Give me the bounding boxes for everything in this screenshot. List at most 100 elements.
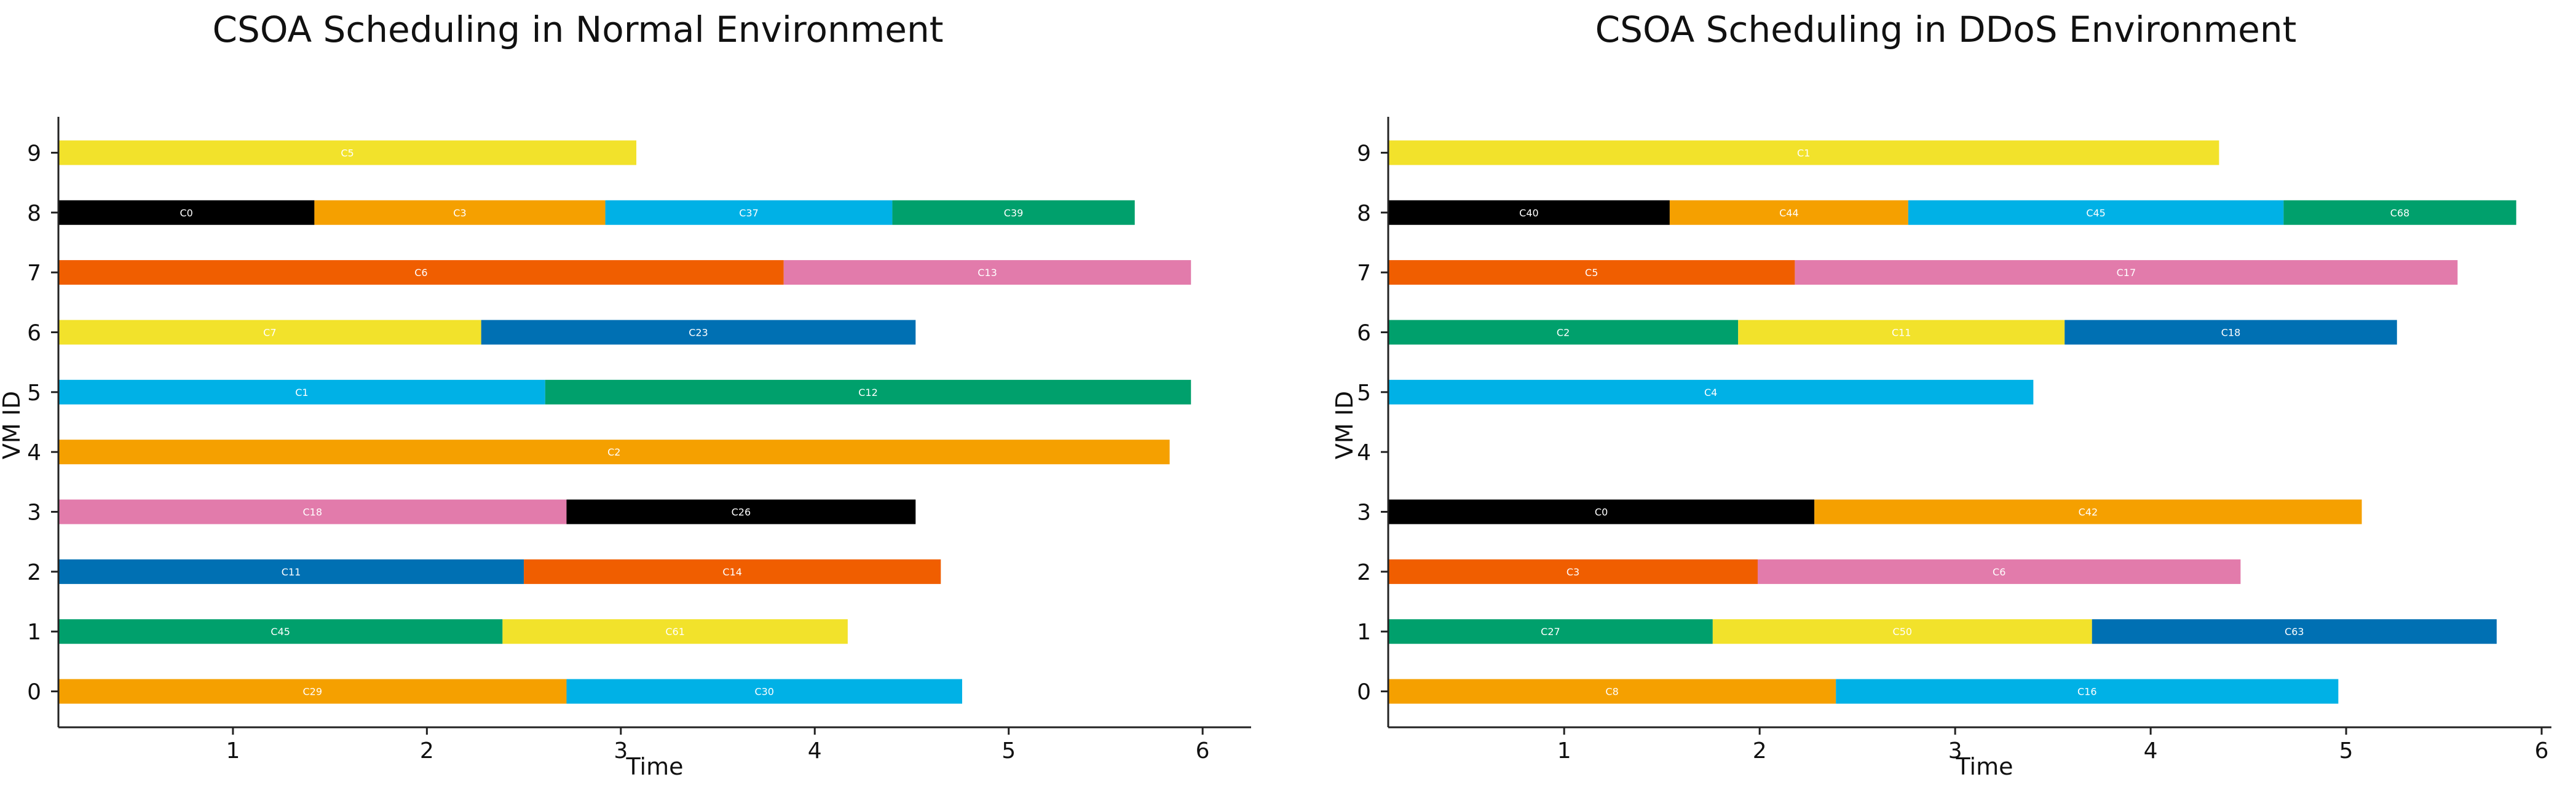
y-tick-label: 1 <box>1357 620 1371 645</box>
task-label-c61: C61 <box>665 626 685 638</box>
x-tick-label: 1 <box>226 738 240 764</box>
task-bar-c18 <box>58 499 567 524</box>
task-bar-c5 <box>58 140 637 165</box>
x-tick-label: 5 <box>2339 738 2353 764</box>
y-axis-label: VM ID <box>1331 391 1358 459</box>
task-label-c30: C30 <box>754 686 774 698</box>
x-tick-label: 6 <box>1196 738 1210 764</box>
x-axis-label: Time <box>626 753 684 780</box>
y-tick-label: 4 <box>27 440 41 465</box>
y-tick-label: 2 <box>27 560 41 585</box>
y-tick-label: 8 <box>1357 201 1371 226</box>
task-bar-c8 <box>1388 679 1836 704</box>
task-bar-c3 <box>314 200 606 225</box>
task-label-c14: C14 <box>722 566 742 578</box>
task-bar-c45 <box>58 619 503 644</box>
chart-title: CSOA Scheduling in DDoS Environment <box>1595 9 2297 50</box>
task-bar-c68 <box>2283 200 2516 225</box>
task-bar-c26 <box>566 499 916 524</box>
task-label-c50: C50 <box>1893 626 1913 638</box>
task-bar-c0 <box>58 200 315 225</box>
task-bar-c1 <box>58 379 545 405</box>
task-label-c2: C2 <box>607 446 620 458</box>
task-label-c17: C17 <box>2117 267 2136 278</box>
task-bar-c11 <box>58 559 524 584</box>
y-tick-label: 8 <box>27 201 41 226</box>
task-label-c45: C45 <box>271 626 290 638</box>
task-bar-c29 <box>58 679 567 704</box>
y-tick-label: 0 <box>1357 680 1371 705</box>
x-tick-label: 4 <box>2144 738 2158 764</box>
y-tick-label: 0 <box>27 680 41 705</box>
task-label-c63: C63 <box>2285 626 2304 638</box>
task-label-c18: C18 <box>2221 326 2241 338</box>
task-label-c11: C11 <box>282 566 301 578</box>
task-bar-c6 <box>1757 559 2241 584</box>
task-label-c3: C3 <box>1567 566 1579 578</box>
x-tick-label: 3 <box>1948 738 1962 764</box>
task-label-c2: C2 <box>1557 326 1570 338</box>
task-bar-c27 <box>1388 619 1713 644</box>
task-bar-c2 <box>1388 320 1739 345</box>
task-label-c40: C40 <box>1519 207 1539 219</box>
y-tick-label: 5 <box>1357 381 1371 406</box>
chart-panel-normal: CSOA Scheduling in Normal Environment C5 C… <box>0 9 1251 780</box>
task-label-c1: C1 <box>1797 147 1810 159</box>
task-label-c7: C7 <box>263 326 276 338</box>
task-bar-c16 <box>1836 679 2339 704</box>
task-bar-c7 <box>58 320 481 345</box>
task-label-c6: C6 <box>414 267 427 278</box>
chart-title: CSOA Scheduling in Normal Environment <box>213 9 944 50</box>
task-bar-c23 <box>481 320 916 345</box>
task-bar-c30 <box>566 679 962 704</box>
task-label-c0: C0 <box>1595 507 1608 518</box>
y-tick-label: 1 <box>27 620 41 645</box>
x-tick-label: 4 <box>808 738 822 764</box>
task-bar-c14 <box>524 559 941 584</box>
y-tick-label: 7 <box>1357 261 1371 286</box>
x-tick-label: 3 <box>614 738 628 764</box>
task-bar-c0 <box>1388 499 1815 524</box>
task-label-c1: C1 <box>295 387 308 398</box>
task-bar-c4 <box>1388 379 2034 405</box>
y-tick-label: 3 <box>27 500 41 526</box>
task-label-c16: C16 <box>2077 686 2097 698</box>
task-bar-c6 <box>58 260 784 285</box>
task-label-c27: C27 <box>1541 626 1560 638</box>
task-label-c37: C37 <box>739 207 759 219</box>
task-label-c45: C45 <box>2086 207 2106 219</box>
x-tick-label: 2 <box>420 738 434 764</box>
x-axis-label: Time <box>1956 753 2013 780</box>
task-label-c68: C68 <box>2390 207 2410 219</box>
task-label-c5: C5 <box>1585 267 1598 278</box>
task-bar-c42 <box>1814 499 2362 524</box>
y-tick-label: 9 <box>1357 141 1371 166</box>
task-label-c4: C4 <box>1704 387 1717 398</box>
task-label-c39: C39 <box>1004 207 1024 219</box>
task-label-c44: C44 <box>1779 207 1799 219</box>
task-bar-c3 <box>1388 559 1758 584</box>
y-tick-label: 4 <box>1357 440 1371 465</box>
task-bar-c2 <box>58 440 1170 465</box>
x-tick-label: 5 <box>1002 738 1016 764</box>
y-tick-label: 3 <box>1357 500 1371 526</box>
task-label-c29: C29 <box>302 686 322 698</box>
task-bar-c13 <box>783 260 1191 285</box>
task-label-c42: C42 <box>2079 507 2098 518</box>
task-bar-c12 <box>545 379 1191 405</box>
task-bar-c61 <box>502 619 848 644</box>
task-label-c23: C23 <box>689 326 708 338</box>
task-bar-c40 <box>1388 200 1670 225</box>
y-tick-label: 6 <box>1357 320 1371 346</box>
task-bar-c5 <box>1388 260 1795 285</box>
y-tick-label: 6 <box>27 320 41 346</box>
task-bar-c37 <box>605 200 893 225</box>
task-label-c18: C18 <box>302 507 322 518</box>
task-label-c13: C13 <box>978 267 997 278</box>
task-label-c3: C3 <box>453 207 466 219</box>
task-label-c12: C12 <box>858 387 878 398</box>
task-label-c5: C5 <box>341 147 354 159</box>
task-bar-c39 <box>892 200 1135 225</box>
